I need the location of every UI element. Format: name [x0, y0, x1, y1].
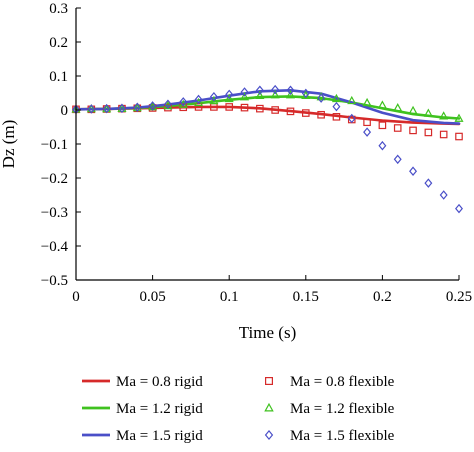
data-point [87, 104, 96, 114]
data-point [256, 104, 264, 113]
data-point [378, 121, 387, 130]
y-tick-label: 0.2 [49, 35, 68, 51]
data-point [271, 84, 280, 95]
legend-label: Ma = 1.2 rigid [116, 401, 203, 417]
data-point [117, 103, 126, 114]
data-point [409, 166, 418, 176]
y-tick-label: −0.5 [41, 273, 68, 289]
series-line-0 [74, 105, 461, 126]
legend-marker-swatch [264, 402, 274, 412]
data-point [455, 132, 463, 141]
data-point [439, 130, 448, 139]
data-point [194, 97, 204, 107]
data-point [332, 101, 341, 112]
data-point [240, 103, 249, 112]
x-tick-label: 0.05 [139, 289, 165, 305]
data-point [224, 93, 234, 103]
data-point [286, 85, 295, 96]
data-point [86, 104, 96, 113]
data-point [377, 100, 387, 109]
legend-label: Ma = 0.8 flexible [290, 374, 395, 390]
data-point [225, 103, 234, 111]
data-point [423, 108, 433, 117]
legend-label: Ma = 1.5 flexible [290, 428, 395, 444]
axes: 0 0.05 0.1 0.15 0.2 0.25 0.3 0.2 0.1 0 −0.1 −0.2 −0.… [41, 1, 472, 305]
y-tick-label: 0.3 [49, 1, 68, 17]
data-point [163, 99, 172, 109]
legend-marker-swatch [265, 377, 274, 386]
data-point [302, 109, 310, 117]
y-tick-label: 0 [61, 103, 69, 119]
data-point [102, 103, 111, 114]
data-point [209, 95, 219, 105]
data-point [239, 92, 250, 101]
data-point [393, 103, 403, 112]
x-tick-label: 0.15 [293, 289, 319, 305]
data-point [439, 190, 448, 200]
data-point [225, 89, 234, 100]
data-point [347, 95, 357, 105]
data-point [301, 88, 310, 99]
data-point [179, 97, 188, 107]
legend: Ma = 0.8 rigid Ma = 1.2 rigid Ma = 1.5 rig… [82, 374, 395, 444]
data-point [409, 126, 417, 135]
series-markers-5 [72, 84, 463, 214]
data-point [332, 112, 341, 121]
legend-label: Ma = 1.2 flexible [290, 401, 395, 417]
series-markers-4 [71, 90, 464, 122]
data-point [240, 87, 249, 97]
data-point [393, 124, 402, 132]
data-point [378, 140, 387, 151]
y-tick-label: −0.4 [41, 239, 69, 255]
data-point [363, 118, 371, 127]
data-point [317, 110, 325, 119]
data-point [209, 91, 218, 102]
series-line-2 [74, 88, 461, 125]
data-point [454, 113, 464, 122]
data-point [331, 93, 341, 103]
data-point [194, 94, 203, 105]
plot-area [71, 84, 464, 214]
data-point [148, 101, 157, 111]
x-tick-label: 0.1 [220, 289, 239, 305]
y-tick-label: −0.2 [41, 171, 68, 187]
y-tick-label: 0.1 [49, 69, 68, 85]
data-point [133, 102, 142, 113]
legend-marker-swatch [264, 429, 274, 441]
x-tick-label: 0.2 [373, 289, 392, 305]
data-point [363, 127, 372, 137]
legend-label: Ma = 1.5 rigid [116, 428, 203, 444]
data-point [285, 90, 296, 99]
data-point [317, 93, 326, 103]
x-axis-label: Time (s) [239, 323, 296, 342]
data-point [347, 113, 356, 124]
data-point [455, 203, 463, 214]
data-point [255, 90, 265, 100]
data-point [286, 107, 295, 116]
data-point [424, 128, 433, 137]
data-point [393, 154, 402, 165]
x-tick-label: 0.25 [446, 289, 472, 305]
data-point [271, 106, 279, 114]
data-point [439, 111, 449, 120]
y-axis-label: Dz (m) [0, 120, 18, 169]
y-tick-label: −0.1 [41, 137, 68, 153]
data-point [424, 178, 433, 188]
data-point [255, 85, 264, 96]
data-point [362, 97, 372, 107]
x-tick-label: 0 [72, 289, 80, 305]
data-point [408, 105, 418, 115]
data-point [270, 90, 280, 99]
legend-label: Ma = 0.8 rigid [116, 374, 203, 390]
y-tick-label: −0.3 [41, 205, 68, 221]
